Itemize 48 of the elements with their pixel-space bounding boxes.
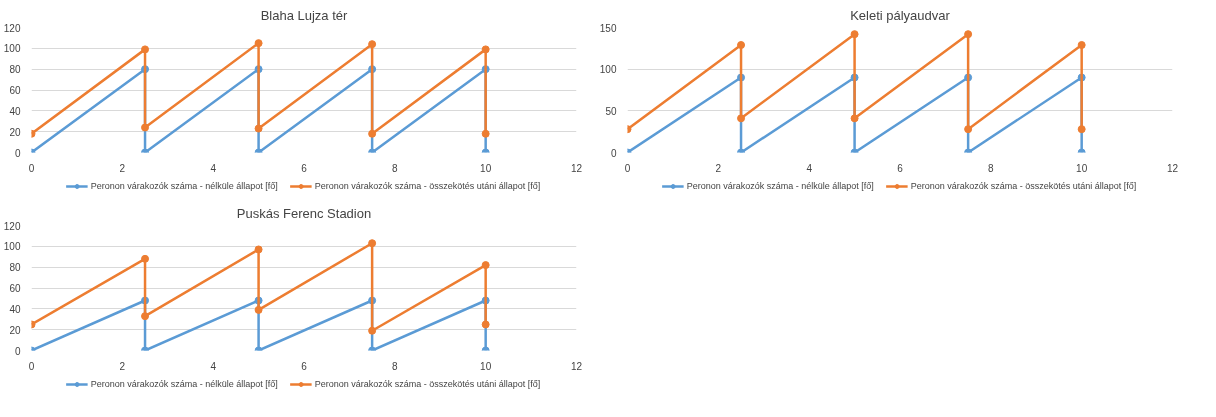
x-tick-label: 4 (210, 162, 217, 174)
x-tick-label: 6 (301, 360, 308, 372)
x-tick-label: 12 (1166, 162, 1179, 174)
y-tick-label: 20 (9, 324, 21, 336)
x-tick-label: 10 (1076, 162, 1088, 174)
x-tick-label: 12 (570, 162, 583, 174)
chart-title: Blaha Lujza tér (260, 7, 349, 23)
x-tick-label: 2 (119, 360, 126, 372)
x-tick-label: 10 (480, 360, 492, 372)
y-tick-label: 0 (14, 345, 21, 357)
x-tick-label: 4 (806, 162, 813, 174)
y-tick-label: 100 (599, 64, 617, 76)
y-tick-label: 150 (599, 22, 617, 34)
legend-label: Peronon várakozók száma - nélküle állapot [fő] (686, 181, 874, 191)
y-tick-label: 20 (9, 126, 21, 138)
x-tick-label: 8 (988, 162, 995, 174)
chart-title: Puskás Ferenc Stadion (236, 205, 372, 221)
legend-label: Peronon várakozók száma - összekötés utáni állapot [fő] (314, 379, 541, 389)
y-tick-label: 50 (605, 105, 617, 117)
x-tick-label: 2 (119, 162, 126, 174)
y-tick-label: 0 (610, 147, 617, 159)
y-tick-label: 100 (3, 43, 21, 55)
x-tick-label: 10 (480, 162, 492, 174)
legend-label: Peronon várakozók száma - összekötés utáni állapot [fő] (910, 181, 1137, 191)
y-tick-label: 40 (9, 105, 21, 117)
x-tick-label: 8 (392, 360, 399, 372)
y-tick-label: 60 (9, 85, 21, 96)
x-tick-label: 4 (210, 360, 217, 372)
y-tick-label: 40 (9, 303, 21, 315)
x-tick-label: 6 (301, 162, 308, 174)
x-tick-label: 2 (715, 162, 722, 174)
x-tick-label: 0 (28, 162, 35, 174)
y-tick-label: 0 (14, 147, 21, 159)
x-tick-label: 6 (897, 162, 904, 174)
x-tick-label: 0 (28, 360, 35, 372)
y-tick-label: 80 (9, 64, 21, 76)
y-tick-label: 120 (3, 22, 21, 34)
y-tick-label: 60 (9, 283, 21, 294)
legend-label: Peronon várakozók száma - összekötés utáni állapot [fő] (314, 181, 541, 191)
legend-label: Peronon várakozók száma - nélküle állapot [fő] (90, 181, 278, 191)
x-tick-label: 0 (624, 162, 631, 174)
y-tick-label: 80 (9, 262, 21, 274)
x-tick-label: 12 (570, 360, 583, 372)
x-tick-label: 8 (392, 162, 399, 174)
legend-label: Peronon várakozók száma - nélküle állapot [fő] (90, 379, 278, 389)
chart-title: Keleti pályaudvar (850, 7, 951, 23)
y-tick-label: 100 (3, 241, 21, 253)
y-tick-label: 120 (3, 220, 21, 232)
